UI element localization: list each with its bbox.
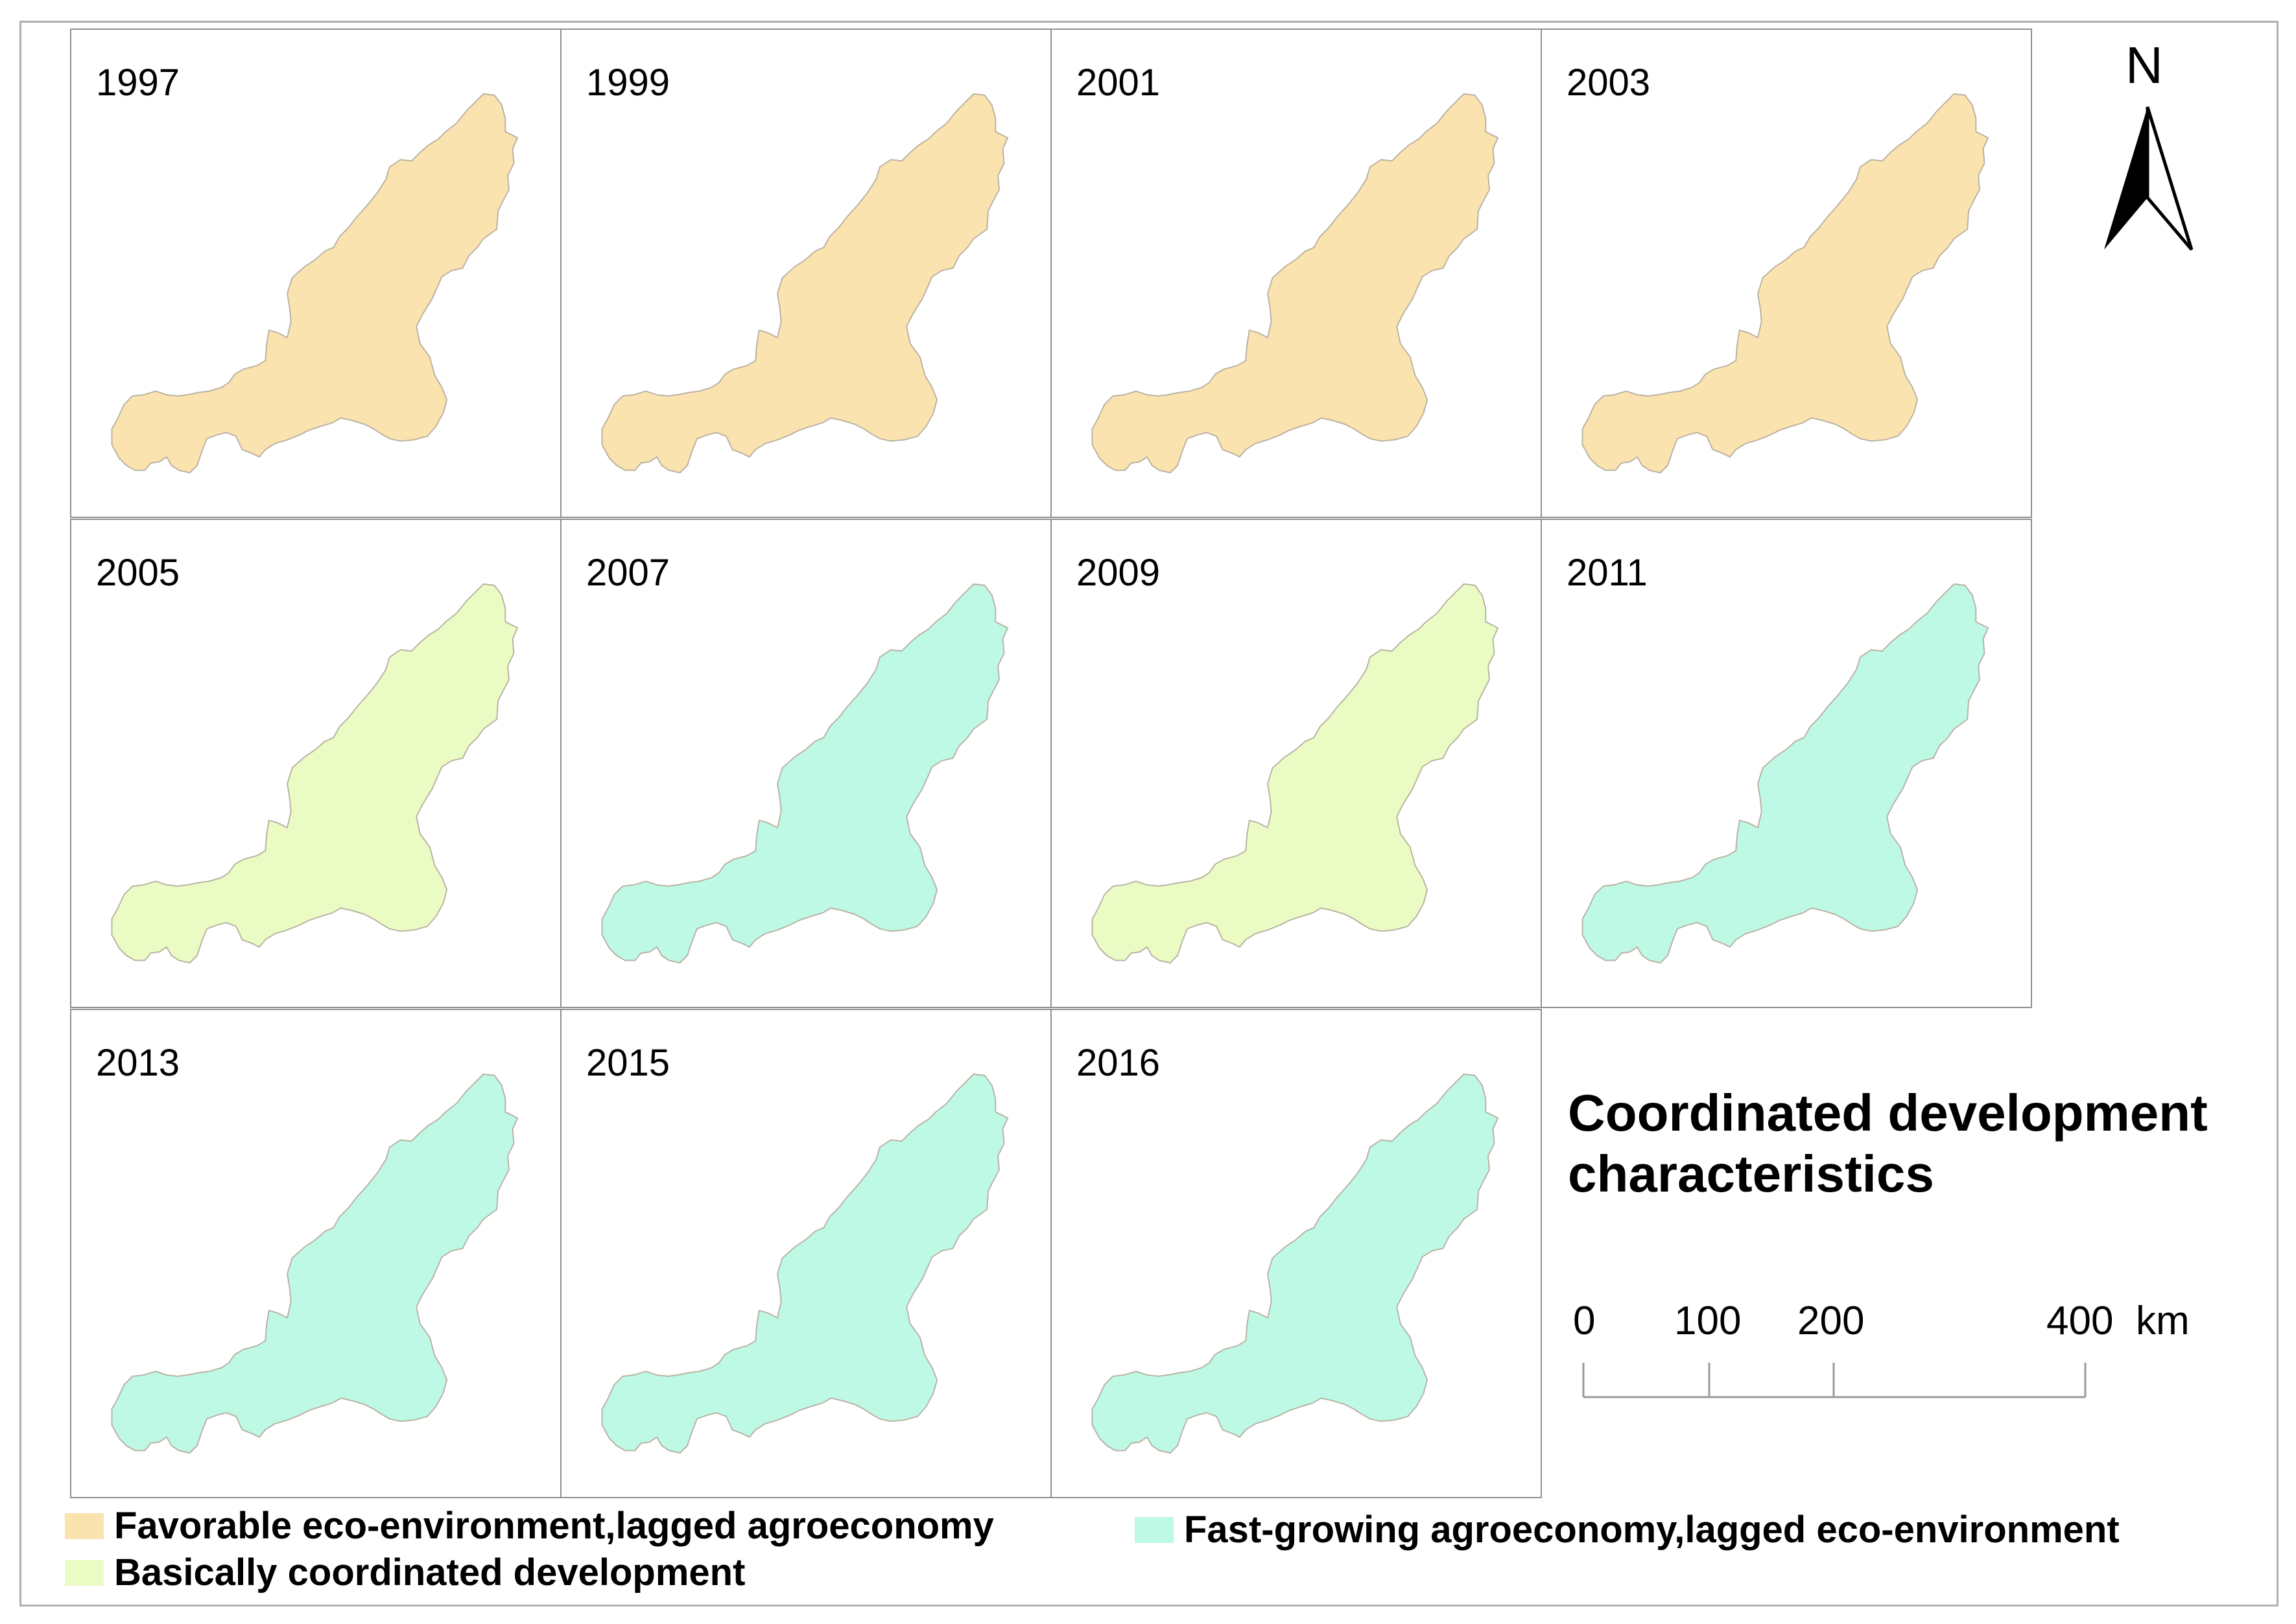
legend: Favorable eco-environment,lagged agroeco… bbox=[65, 1504, 2269, 1601]
region-shape bbox=[1091, 583, 1499, 964]
region-shape bbox=[601, 93, 1009, 474]
scale-label-0: 0 bbox=[1573, 1299, 1596, 1343]
region-map-2011 bbox=[1581, 583, 1989, 964]
region-map-2005 bbox=[111, 583, 519, 964]
north-label: N bbox=[2125, 36, 2163, 94]
legend-title-line-1: Coordinated development bbox=[1568, 1084, 2208, 1142]
scale-label-100: 100 bbox=[1674, 1299, 1742, 1343]
map-panel-1999: 1999 bbox=[560, 29, 1052, 518]
region-shape bbox=[1581, 583, 1989, 964]
map-frame bbox=[19, 21, 2278, 1606]
map-panel-2015: 2015 bbox=[560, 1009, 1052, 1498]
scale-unit: km bbox=[2136, 1299, 2190, 1343]
region-map-1999 bbox=[601, 93, 1009, 474]
map-panel-2011: 2011 bbox=[1541, 519, 2032, 1008]
scale-bar bbox=[1582, 1363, 2087, 1398]
panel-year-label: 1999 bbox=[586, 62, 670, 104]
legend-title: Coordinated development characteristics bbox=[1568, 1083, 2268, 1205]
panel-year-label: 2011 bbox=[1567, 552, 1648, 594]
map-panel-2009: 2009 bbox=[1050, 519, 1542, 1008]
region-shape bbox=[1581, 93, 1989, 474]
panel-year-label: 1997 bbox=[96, 62, 180, 104]
region-shape bbox=[1091, 1073, 1499, 1454]
map-panel-1997: 1997 bbox=[70, 29, 562, 518]
region-shape bbox=[601, 1073, 1009, 1454]
panel-year-label: 2003 bbox=[1567, 62, 1651, 104]
legend-swatch-fast bbox=[1135, 1516, 1174, 1543]
north-arrow-icon bbox=[2104, 106, 2194, 251]
legend-label-fast: Fast-growing agroeconomy,lagged eco-envi… bbox=[1184, 1509, 2120, 1551]
panel-year-label: 2015 bbox=[586, 1042, 670, 1084]
map-panel-2001: 2001 bbox=[1050, 29, 1542, 518]
region-shape bbox=[601, 583, 1009, 964]
region-map-2013 bbox=[111, 1073, 519, 1454]
legend-label-basic: Basically coordinated development bbox=[114, 1551, 746, 1594]
legend-label-favorable: Favorable eco-environment,lagged agroeco… bbox=[114, 1505, 994, 1547]
legend-title-line-2: characteristics bbox=[1568, 1145, 1934, 1203]
legend-item-favorable: Favorable eco-environment,lagged agroeco… bbox=[65, 1504, 994, 1548]
legend-item-basic: Basically coordinated development bbox=[65, 1551, 745, 1594]
region-map-2016 bbox=[1091, 1073, 1499, 1454]
map-panel-2013: 2013 bbox=[70, 1009, 562, 1498]
panel-year-label: 2009 bbox=[1076, 552, 1161, 594]
region-shape bbox=[111, 1073, 519, 1454]
map-panel-2016: 2016 bbox=[1050, 1009, 1542, 1498]
scale-label-400: 400 bbox=[2046, 1299, 2114, 1343]
legend-swatch-basic bbox=[65, 1559, 104, 1586]
region-map-2015 bbox=[601, 1073, 1009, 1454]
map-panel-2007: 2007 bbox=[560, 519, 1052, 1008]
region-shape bbox=[111, 93, 519, 474]
region-map-2009 bbox=[1091, 583, 1499, 964]
region-map-2003 bbox=[1581, 93, 1989, 474]
map-panel-2005: 2005 bbox=[70, 519, 562, 1008]
panel-year-label: 2001 bbox=[1076, 62, 1161, 104]
panel-year-label: 2016 bbox=[1076, 1042, 1161, 1084]
region-map-2001 bbox=[1091, 93, 1499, 474]
legend-swatch-favorable bbox=[65, 1512, 104, 1539]
region-shape bbox=[111, 583, 519, 964]
region-map-2007 bbox=[601, 583, 1009, 964]
panel-year-label: 2007 bbox=[586, 552, 670, 594]
panel-year-label: 2013 bbox=[96, 1042, 180, 1084]
region-shape bbox=[1091, 93, 1499, 474]
scale-label-200: 200 bbox=[1797, 1299, 1865, 1343]
region-map-1997 bbox=[111, 93, 519, 474]
panel-year-label: 2005 bbox=[96, 552, 180, 594]
legend-item-fast: Fast-growing agroeconomy,lagged eco-envi… bbox=[1135, 1508, 2120, 1551]
map-panel-2003: 2003 bbox=[1541, 29, 2032, 518]
